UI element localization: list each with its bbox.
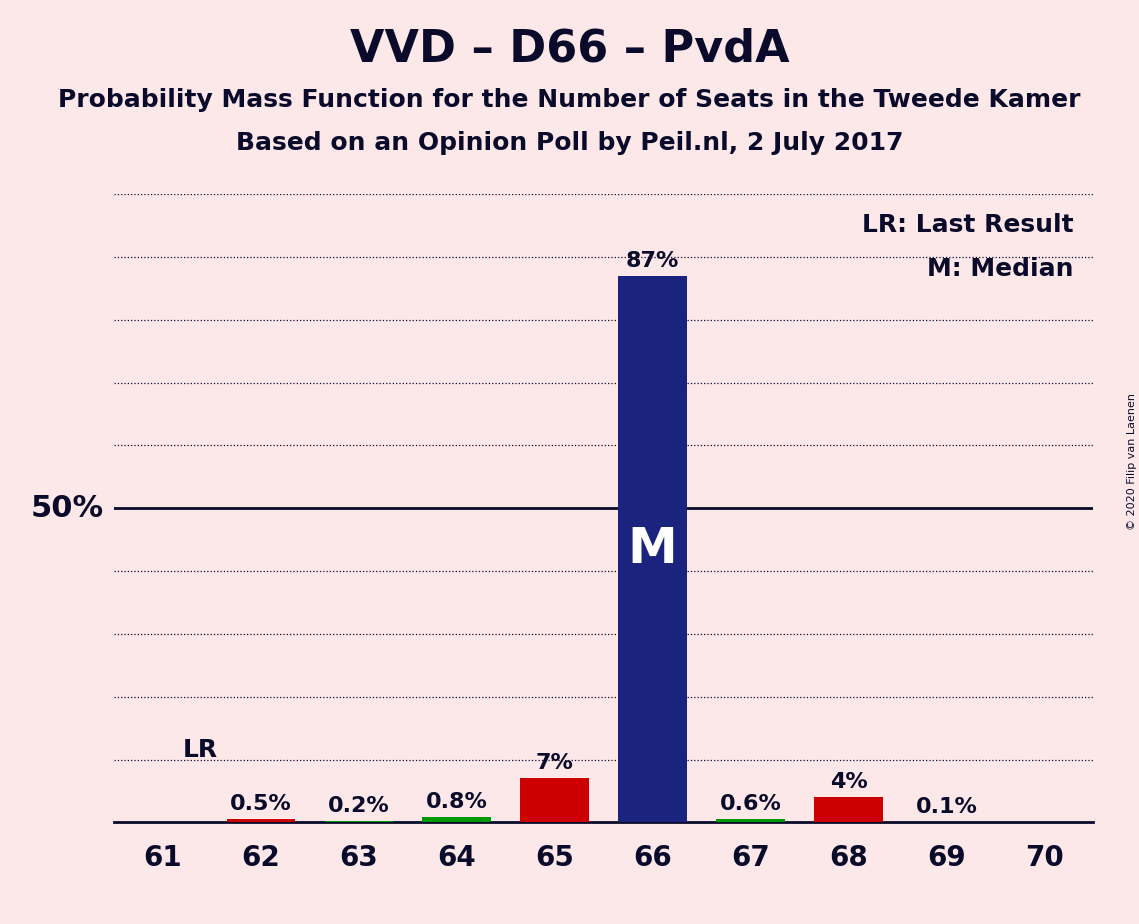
Bar [521,778,589,822]
Text: 0.6%: 0.6% [720,794,781,813]
Text: Based on an Opinion Poll by Peil.nl, 2 July 2017: Based on an Opinion Poll by Peil.nl, 2 J… [236,131,903,155]
Text: LR: Last Result: LR: Last Result [862,213,1074,237]
Bar [618,275,687,822]
Bar [227,820,295,822]
Text: VVD – D66 – PvdA: VVD – D66 – PvdA [350,28,789,71]
Bar [716,819,785,822]
Text: 7%: 7% [535,753,574,773]
Text: 0.5%: 0.5% [230,795,292,814]
Text: 4%: 4% [829,772,868,792]
Text: 87%: 87% [626,250,679,271]
Text: M: M [628,525,678,573]
Bar [325,821,393,822]
Text: © 2020 Filip van Laenen: © 2020 Filip van Laenen [1126,394,1137,530]
Text: M: Median: M: Median [927,257,1074,281]
Text: Probability Mass Function for the Number of Seats in the Tweede Kamer: Probability Mass Function for the Number… [58,88,1081,112]
Text: 0.2%: 0.2% [328,796,390,816]
Bar [423,818,491,822]
Text: LR: LR [182,738,218,762]
Text: 0.1%: 0.1% [916,796,977,817]
Bar [814,797,883,822]
Text: 50%: 50% [31,493,104,523]
Text: 0.8%: 0.8% [426,792,487,812]
